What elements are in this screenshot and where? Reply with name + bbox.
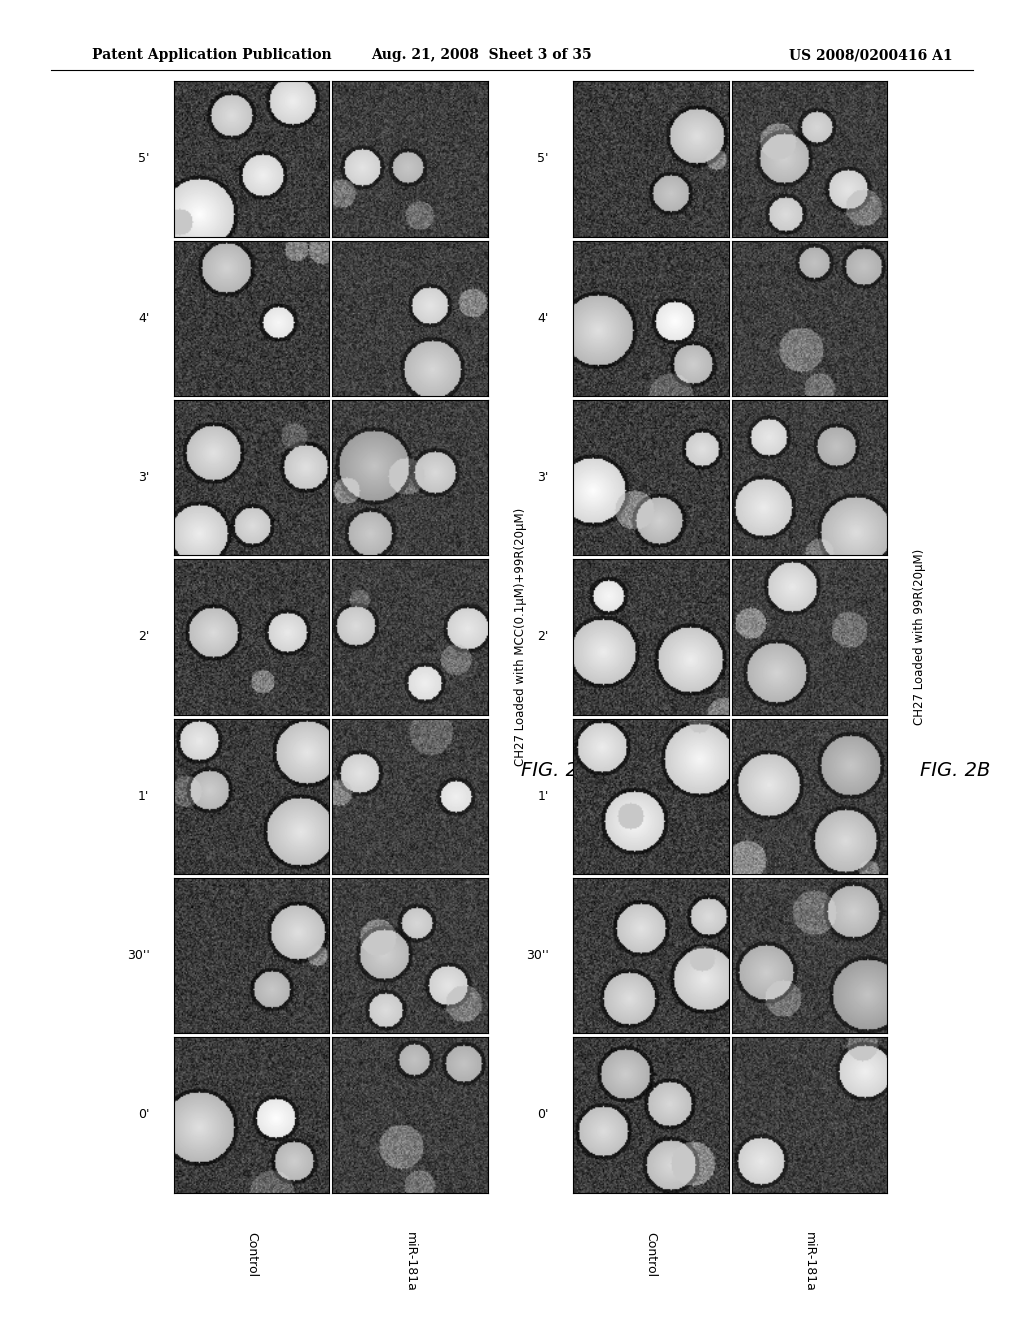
Text: 1': 1' [138, 789, 150, 803]
Text: Control: Control [644, 1232, 657, 1276]
Text: FIG. 2A: FIG. 2A [521, 762, 591, 780]
Text: 3': 3' [138, 471, 150, 484]
Text: miR-181a: miR-181a [403, 1232, 417, 1291]
Text: Control: Control [245, 1232, 258, 1276]
Text: 4': 4' [538, 312, 549, 325]
Text: FIG. 2B: FIG. 2B [921, 762, 990, 780]
Text: US 2008/0200416 A1: US 2008/0200416 A1 [788, 49, 952, 62]
Text: miR-181a: miR-181a [803, 1232, 816, 1291]
Text: CH27 Loaded with MCC(0.1μM)+99R(20μM): CH27 Loaded with MCC(0.1μM)+99R(20μM) [514, 508, 526, 766]
Text: Aug. 21, 2008  Sheet 3 of 35: Aug. 21, 2008 Sheet 3 of 35 [371, 49, 592, 62]
Text: 30'': 30'' [127, 949, 150, 962]
Text: 5': 5' [138, 152, 150, 165]
Text: 5': 5' [538, 152, 549, 165]
Text: CH27 Loaded with 99R(20μM): CH27 Loaded with 99R(20μM) [913, 549, 926, 725]
Text: 3': 3' [538, 471, 549, 484]
Text: Patent Application Publication: Patent Application Publication [92, 49, 332, 62]
Text: 1': 1' [538, 789, 549, 803]
Text: 2': 2' [138, 631, 150, 643]
Text: 0': 0' [538, 1109, 549, 1122]
Text: 0': 0' [138, 1109, 150, 1122]
Text: 4': 4' [138, 312, 150, 325]
Text: 2': 2' [538, 631, 549, 643]
Text: 30'': 30'' [526, 949, 549, 962]
